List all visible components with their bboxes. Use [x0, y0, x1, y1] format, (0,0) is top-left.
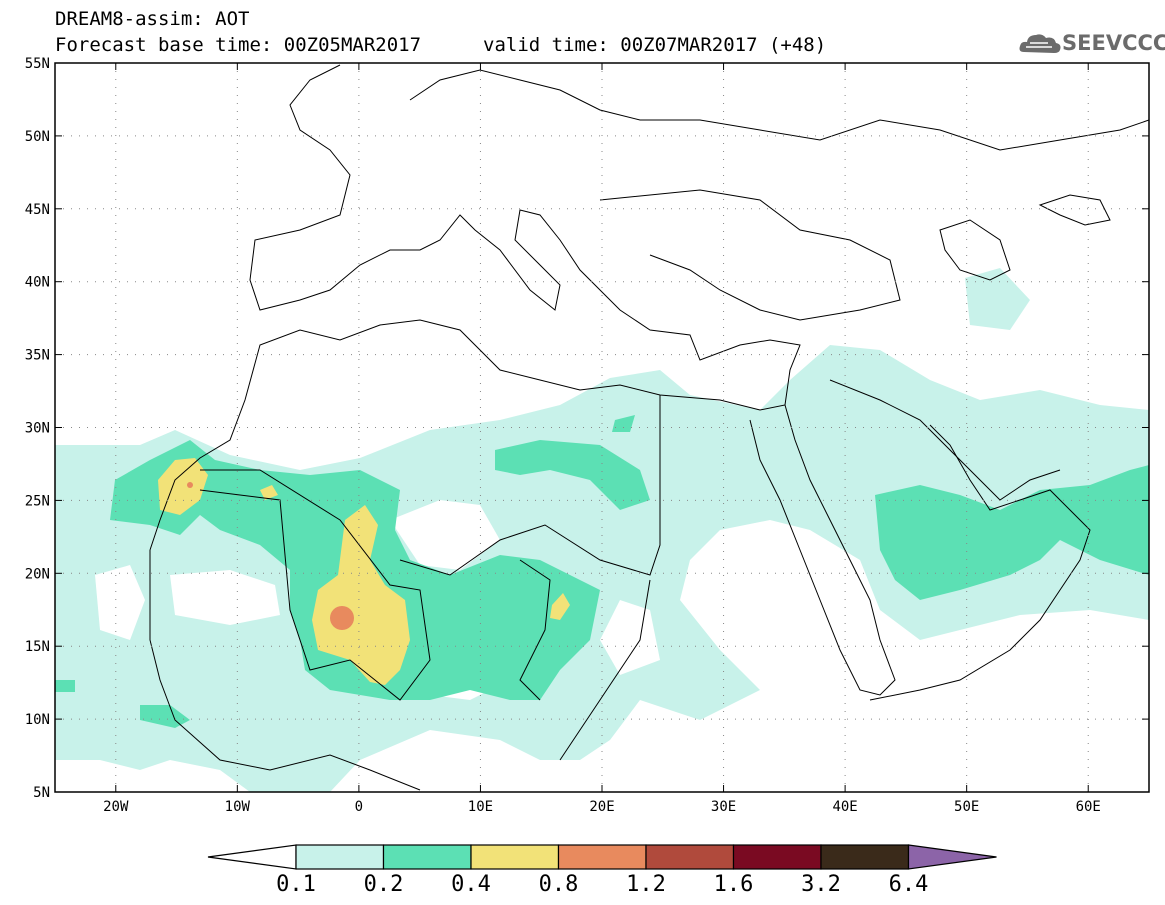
lon-tick-label: 30E: [711, 799, 736, 815]
valid-time: valid time: 00Z07MAR2017 (+48): [483, 34, 827, 56]
longitude-labels: 20W 10W 0 10E 20E 30E 40E 50E 60E: [103, 799, 1101, 815]
map-title: DREAM8-assim: AOT: [55, 8, 250, 30]
colorbar-under-triangle: [207, 844, 297, 870]
colorbar-swatch: [820, 844, 910, 870]
lon-tick-label: 10E: [468, 799, 493, 815]
lat-tick-label: 25N: [25, 493, 50, 509]
lat-tick-label: 15N: [25, 639, 50, 655]
lon-tick-label: 50E: [954, 799, 979, 815]
lat-tick-label: 20N: [25, 566, 50, 582]
aot-clear-areas: [95, 500, 660, 700]
lat-tick-label: 35N: [25, 348, 50, 364]
colorbar-swatch: [295, 844, 385, 870]
latitude-labels: 55N 50N 45N 40N 35N 30N 25N 20N 15N 10N 5N: [25, 56, 50, 801]
colorbar-over-triangle: [907, 844, 997, 870]
aot-level-0-8: [187, 482, 354, 630]
lat-tick-label: 30N: [25, 421, 50, 437]
lat-tick-label: 55N: [25, 56, 50, 72]
lon-tick-label: 10W: [225, 799, 251, 815]
colorbar-swatch: [732, 844, 822, 870]
lon-tick-label: 20E: [589, 799, 614, 815]
colorbar-swatch: [470, 844, 560, 870]
lon-tick-label: 0: [355, 799, 363, 815]
lon-tick-label: 20W: [103, 799, 129, 815]
colorbar: 0.1 0.2 0.4 0.8 1.2 1.6 3.2 6.4: [207, 844, 997, 897]
lat-tick-label: 45N: [25, 202, 50, 218]
colorbar-swatch: [645, 844, 735, 870]
colorbar-label: 0.4: [451, 872, 491, 897]
colorbar-label: 0.8: [539, 872, 579, 897]
colorbar-label: 0.1: [276, 872, 316, 897]
aot-level-0-4: [158, 458, 570, 685]
coastlines: [149, 64, 1149, 791]
colorbar-label: 3.2: [801, 872, 841, 897]
colorbar-label: 6.4: [889, 872, 929, 897]
colorbar-swatch: [557, 844, 647, 870]
aot-field: [55, 268, 1149, 792]
lon-tick-label: 40E: [832, 799, 857, 815]
colorbar-label: 1.2: [626, 872, 666, 897]
lat-tick-label: 40N: [25, 275, 50, 291]
lat-tick-label: 10N: [25, 712, 50, 728]
colorbar-swatch: [382, 844, 472, 870]
lon-tick-label: 60E: [1076, 799, 1101, 815]
lat-tick-label: 50N: [25, 129, 50, 145]
lat-tick-label: 5N: [33, 785, 50, 801]
seevccc-logo: SEEVCCC: [1018, 28, 1165, 58]
colorbar-label: 1.6: [714, 872, 754, 897]
colorbar-label: 0.2: [364, 872, 404, 897]
axis-ticks: [55, 62, 1149, 793]
cloud-icon: [1019, 34, 1061, 53]
forecast-base-time: Forecast base time: 00Z05MAR2017: [55, 34, 422, 56]
logo-text: SEEVCCC: [1062, 31, 1165, 55]
